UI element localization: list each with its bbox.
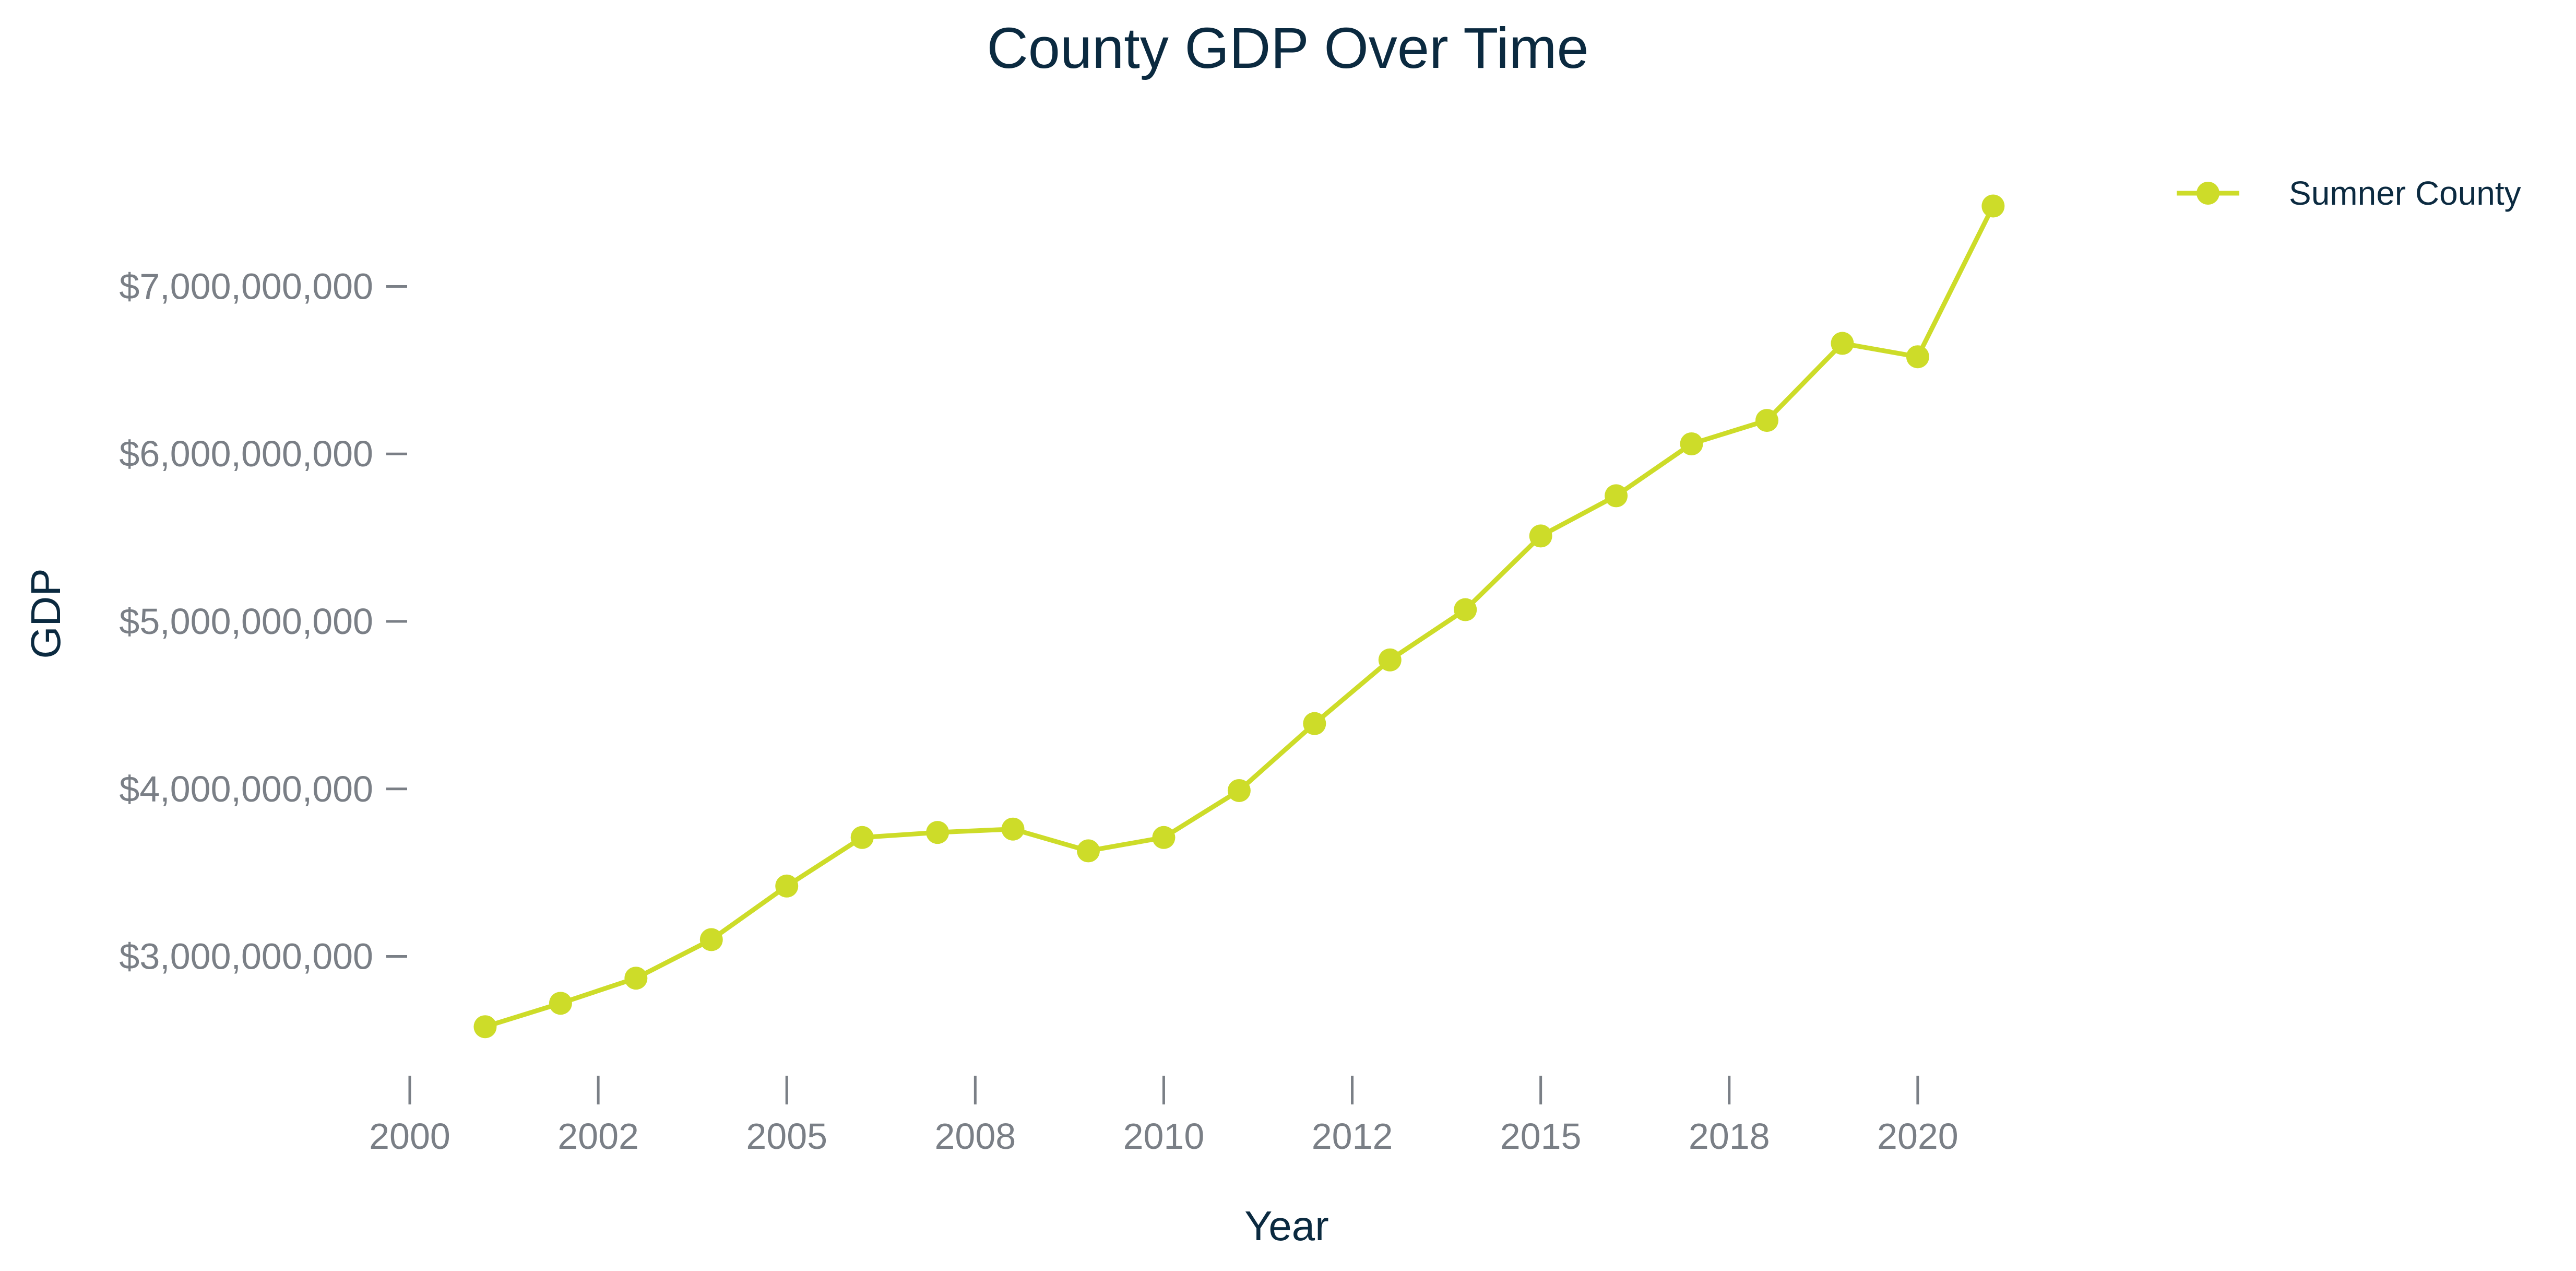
x-tick-label: 2010 [1123,1116,1205,1157]
y-tick-label: $6,000,000,000 [119,433,373,474]
legend-swatch-marker [2197,182,2219,205]
data-point [775,874,799,898]
x-tick-label: 2020 [1877,1116,1958,1157]
data-point [1152,826,1176,849]
x-axis-title: Year [1244,1203,1329,1249]
data-point [1605,484,1628,508]
x-tick-label: 2012 [1312,1116,1393,1157]
y-tick-label: $4,000,000,000 [119,769,373,809]
data-point [926,821,949,844]
data-point [473,1015,497,1039]
data-point [1906,345,1929,369]
data-point [1529,524,1552,548]
x-tick-label: 2015 [1500,1116,1582,1157]
data-point [850,826,874,849]
data-point [1755,409,1778,432]
x-tick-label: 2000 [369,1116,450,1157]
data-point [1981,194,2005,218]
data-point [1227,779,1251,802]
x-axis: 2000 2002 2005 2008 2010 2012 2015 2018 2020 [369,1076,1958,1157]
y-tick-label: $7,000,000,000 [119,266,373,307]
data-point [1001,817,1025,841]
y-axis: $3,000,000,000 $4,000,000,000 $5,000,000,0… [119,266,407,977]
series-line [484,205,1996,1029]
data-point [699,928,723,951]
y-tick-label: $3,000,000,000 [119,936,373,977]
plot-area [473,194,2005,1039]
data-point [1378,648,1402,672]
data-point [549,992,572,1015]
data-point [624,967,648,990]
legend: Sumner County [2177,174,2521,212]
data-point [1680,432,1703,455]
x-tick-label: 2002 [557,1116,639,1157]
data-point [1831,332,1854,355]
data-point [1454,598,1477,621]
data-point [1303,712,1326,735]
legend-label: Sumner County [2289,174,2521,212]
y-tick-label: $5,000,000,000 [119,601,373,642]
x-tick-label: 2005 [746,1116,827,1157]
x-tick-label: 2018 [1689,1116,1770,1157]
y-axis-title: GDP [22,568,69,658]
x-tick-label: 2008 [934,1116,1016,1157]
data-point [1077,839,1100,863]
chart-title: County GDP Over Time [987,16,1588,80]
